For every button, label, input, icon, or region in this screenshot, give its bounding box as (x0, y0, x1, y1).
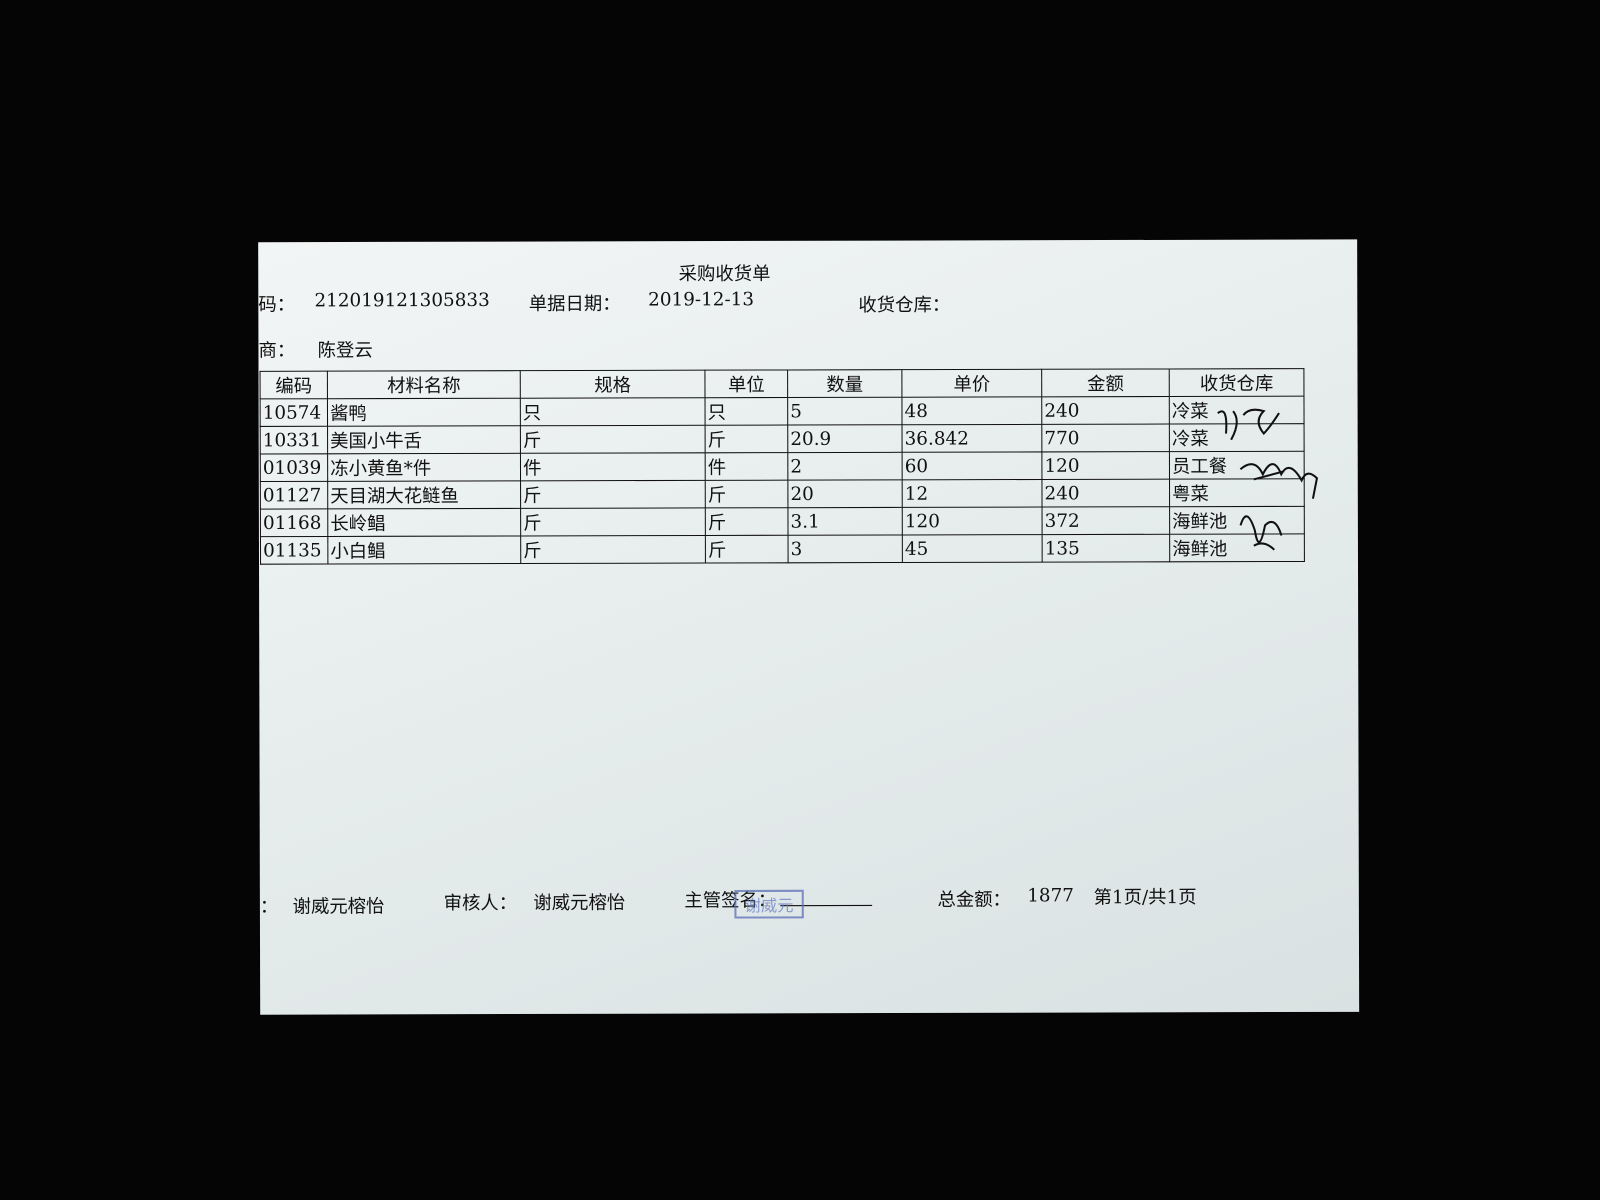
handwriting (1217, 408, 1319, 551)
footer-label: 审核人： (443, 892, 518, 915)
stamp: 谢威元 (734, 889, 804, 919)
footer-label: 总金额： (937, 889, 1011, 911)
page-number: 第1页/共1页 (1093, 886, 1197, 909)
footer-label: ： (259, 896, 279, 918)
footer-value: 谢威元榕怡 (292, 896, 385, 918)
footer-value: 谢威元榕怡 (533, 892, 626, 914)
signatures (1217, 408, 1319, 551)
receipt-sheet: 采购收货单 码： 212019121305833 单据日期： 2019-12-1… (258, 239, 1360, 1015)
footer-value: 1877 (1027, 885, 1075, 907)
